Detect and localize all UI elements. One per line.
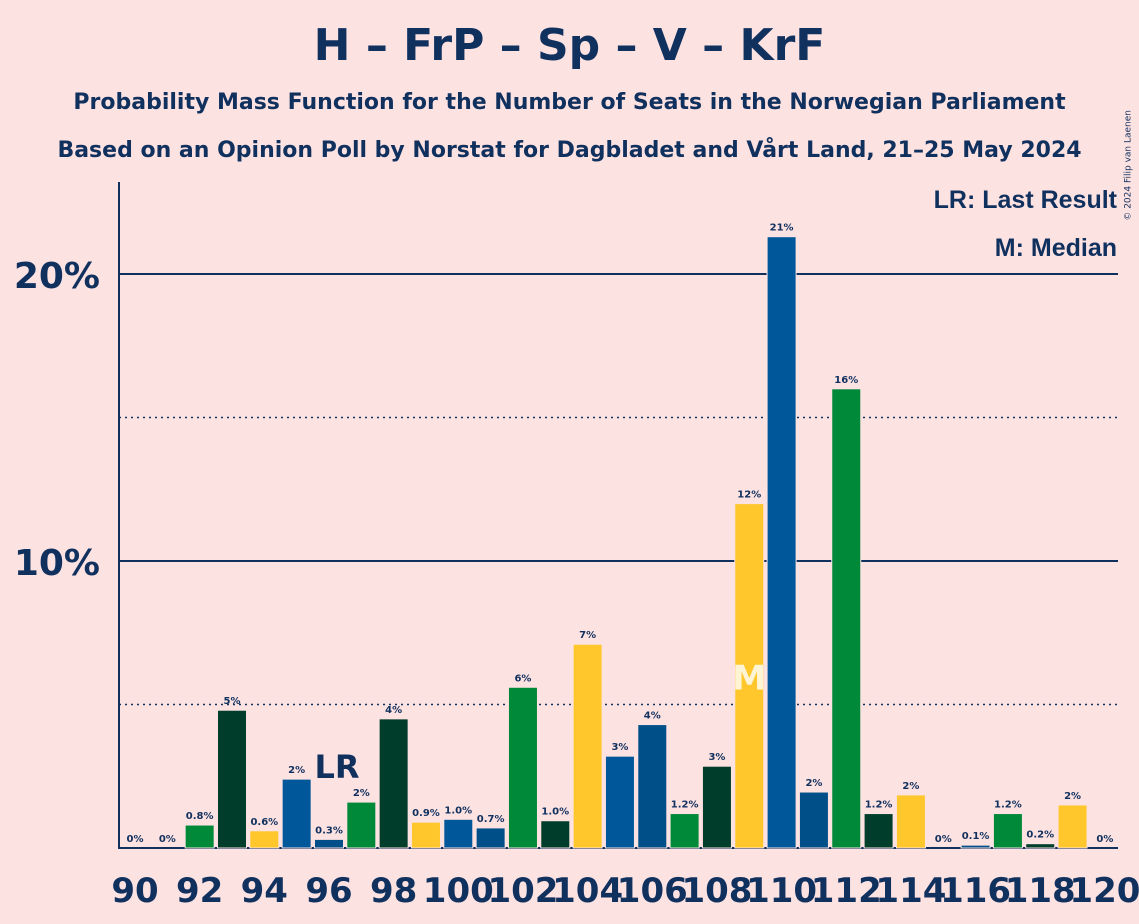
x-tick-label-98: 98	[370, 871, 417, 911]
x-tick-label-100: 100	[423, 871, 494, 911]
bar-seat-96	[313, 838, 344, 849]
bar-seat-95	[281, 778, 312, 849]
bar-seat-93	[216, 709, 247, 849]
data-label-109: 12%	[737, 490, 761, 501]
chart-subtitle-1: Probability Mass Function for the Number…	[73, 90, 1066, 115]
data-label-97: 2%	[353, 788, 370, 799]
x-tick-label-102: 102	[487, 871, 558, 911]
data-label-101: 0.7%	[477, 814, 505, 825]
y-tick-label: 20%	[14, 256, 100, 297]
bar-seat-111	[798, 791, 829, 849]
x-tick-label-110: 110	[746, 871, 817, 911]
chart-title: H – FrP – Sp – V – KrF	[313, 20, 826, 71]
y-tick-label: 10%	[14, 543, 100, 584]
data-label-113: 1.2%	[865, 800, 893, 811]
x-tick-label-120: 120	[1069, 871, 1139, 911]
data-label-99: 0.9%	[412, 808, 440, 819]
data-label-107: 1.2%	[671, 800, 699, 811]
x-tick-label-116: 116	[940, 871, 1011, 911]
x-tick-label-106: 106	[617, 871, 688, 911]
bar-seat-92	[184, 824, 215, 849]
bar-seat-99	[410, 821, 441, 849]
data-label-115: 0%	[935, 834, 952, 845]
bar-seat-94	[249, 830, 280, 849]
chart-subtitle-2: Based on an Opinion Poll by Norstat for …	[57, 138, 1082, 163]
x-tick-label-114: 114	[875, 871, 946, 911]
x-tick-label-92: 92	[176, 871, 223, 911]
bar-seat-101	[475, 827, 506, 849]
data-label-118: 0.2%	[1026, 830, 1054, 841]
data-label-95: 2%	[288, 765, 305, 776]
bar-seat-107	[669, 813, 700, 849]
data-label-112: 16%	[834, 375, 858, 386]
x-tick-label-108: 108	[681, 871, 752, 911]
median-marker: M	[732, 659, 766, 699]
x-tick-label-118: 118	[1005, 871, 1076, 911]
bar-seat-119	[1057, 804, 1088, 849]
bar-seat-116	[960, 844, 991, 849]
bar-seat-109	[734, 503, 765, 849]
bar-seat-97	[346, 801, 377, 849]
legend-last-result: LR: Last Result	[933, 186, 1117, 214]
x-tick-label-96: 96	[305, 871, 352, 911]
legend-median: M: Median	[994, 234, 1117, 262]
data-label-102: 6%	[514, 673, 531, 684]
data-label-120: 0%	[1096, 834, 1113, 845]
data-label-110: 21%	[770, 223, 794, 234]
data-label-111: 2%	[805, 778, 822, 789]
data-label-91: 0%	[159, 834, 176, 845]
data-label-116: 0.1%	[962, 831, 990, 842]
data-label-105: 3%	[611, 742, 628, 753]
bar-seat-112	[831, 388, 862, 849]
x-tick-label-104: 104	[552, 871, 623, 911]
bar-seat-118	[1025, 843, 1056, 849]
bar-seat-113	[863, 813, 894, 849]
bar-seat-102	[507, 686, 538, 849]
bar-seat-108	[701, 765, 732, 849]
x-tick-label-112: 112	[811, 871, 882, 911]
data-label-98: 4%	[385, 705, 402, 716]
bar-seat-98	[378, 718, 409, 849]
data-label-93: 5%	[223, 696, 240, 707]
data-label-90: 0%	[127, 834, 144, 845]
data-label-103: 1.0%	[541, 807, 569, 818]
bar-seat-100	[443, 818, 474, 849]
bar-seat-106	[637, 724, 668, 849]
last-result-marker: LR	[314, 748, 359, 786]
data-label-114: 2%	[902, 781, 919, 792]
data-label-94: 0.6%	[250, 817, 278, 828]
bar-seat-104	[572, 643, 603, 849]
bar-seat-114	[895, 794, 926, 849]
data-label-106: 4%	[644, 711, 661, 722]
data-label-117: 1.2%	[994, 800, 1022, 811]
data-label-108: 3%	[708, 752, 725, 763]
x-tick-label-90: 90	[111, 871, 158, 911]
bar-seat-103	[540, 820, 571, 849]
bar-seat-105	[604, 755, 635, 849]
bar-seat-110	[766, 236, 797, 849]
bar-seat-117	[992, 813, 1023, 849]
x-tick-label-94: 94	[241, 871, 288, 911]
data-label-92: 0.8%	[186, 811, 214, 822]
data-label-104: 7%	[579, 630, 596, 641]
data-label-119: 2%	[1064, 791, 1081, 802]
data-label-96: 0.3%	[315, 825, 343, 836]
data-label-100: 1.0%	[444, 805, 472, 816]
